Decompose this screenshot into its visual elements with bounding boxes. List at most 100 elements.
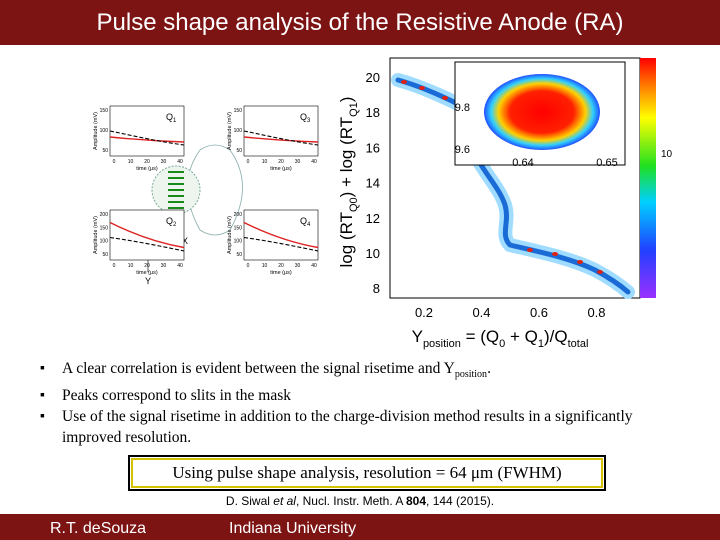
callout: Using pulse shape analysis, resolution =…	[128, 455, 606, 491]
panel-x-tick: 30	[295, 263, 301, 269]
inset-x-tick: 0.65	[596, 157, 617, 169]
bullet: A clear correlation is evident between t…	[40, 358, 680, 385]
slide-title: Pulse shape analysis of the Resistive An…	[97, 9, 624, 36]
panel-label-sub: 4	[307, 222, 311, 228]
panel-x-tick: 20	[144, 263, 150, 269]
panel-x-tick: 10	[262, 263, 268, 269]
risetime-plot	[389, 57, 656, 299]
y-label: Y	[145, 276, 151, 286]
ref-rest: , 144 (2015).	[426, 494, 495, 508]
panel-x-tick: 40	[177, 159, 183, 165]
signal-ref	[243, 130, 319, 146]
panel-x-tick: 0	[113, 263, 116, 269]
signal-fit	[109, 136, 185, 143]
panel-label: Q2	[166, 216, 177, 228]
ref-journal: , Nucl. Instr. Meth. A	[295, 494, 406, 508]
y-tick-label: 8	[373, 281, 380, 296]
panel-y-tick: 100	[100, 239, 109, 245]
x-label-main: + Q	[505, 327, 538, 346]
y-label-sub: Q1	[348, 102, 360, 117]
panel-y-tick: 100	[234, 239, 243, 245]
panel-y-axis: Amplitude (mV)	[227, 216, 233, 254]
panel-label: Q4	[300, 216, 311, 228]
y-label-main: )	[337, 97, 356, 103]
panel-x-axis: time (μs)	[136, 270, 158, 276]
signal-ref	[109, 236, 185, 252]
panel-label: Q3	[300, 112, 311, 124]
panel-x-tick: 10	[128, 159, 134, 165]
panel-y-tick: 50	[102, 148, 108, 154]
y-axis-label: log (RTQ0) + log (RTQ1)	[337, 97, 360, 268]
signal-fit	[109, 221, 185, 249]
panel-x-tick: 0	[113, 159, 116, 165]
panel-y-axis: Amplitude (mV)	[93, 216, 99, 254]
panel-x-tick: 10	[262, 159, 268, 165]
footer-author: R.T. deSouza	[50, 520, 146, 537]
panel-frame	[243, 209, 319, 261]
x-label-sub: position	[423, 338, 461, 350]
signal-panel: Q3 150 100 50 0 10 20 30 40 time (μs) Amplitude (m…	[227, 105, 319, 172]
panel-x-axis: time (μs)	[270, 166, 292, 172]
panel-x-tick: 30	[161, 159, 167, 165]
signal-panel: Q1 150 100 50 0 10 20 30 40 time (μs) Amplitude (m…	[93, 105, 185, 172]
x-label-sub: total	[568, 338, 589, 350]
panel-y-tick: 150	[100, 225, 109, 231]
panel-y-tick: 100	[100, 128, 109, 134]
signal-ref	[109, 130, 185, 146]
ref-authors: D. Siwal	[225, 494, 274, 508]
y-tick-label: 20	[366, 70, 380, 85]
signal-fit	[243, 221, 319, 249]
panel-x-tick: 20	[278, 263, 284, 269]
y-tick-label: 18	[366, 105, 380, 120]
panel-x-tick: 10	[128, 263, 134, 269]
panel-y-tick: 100	[234, 128, 243, 134]
panel-frame	[109, 209, 185, 261]
y-label-sub: Q0	[348, 197, 360, 212]
panel-label-main: Q	[300, 216, 307, 226]
panel-label-sub: 3	[307, 118, 311, 124]
x-label-main: Y	[412, 327, 423, 346]
slits	[168, 171, 184, 209]
panel-x-tick: 30	[295, 159, 301, 165]
panel-label-main: Q	[166, 112, 173, 122]
x-tick-label: 0.6	[530, 305, 548, 320]
panel-x-axis: time (μs)	[136, 166, 158, 172]
panel-label-main: Q	[300, 112, 307, 122]
panel-frame	[109, 105, 185, 157]
signal-fit	[243, 136, 319, 143]
x-label-main: )/Q	[544, 327, 568, 346]
inset-y-tick: 9.8	[455, 102, 470, 114]
panel-x-tick: 40	[177, 263, 183, 269]
x-tick-label: 0.2	[415, 305, 433, 320]
panel-x-tick: 20	[278, 159, 284, 165]
panel-x-tick: 0	[247, 263, 250, 269]
ref-volume: 804	[406, 494, 427, 508]
panel-label-main: Q	[166, 216, 173, 226]
panel-label-sub: 2	[173, 222, 177, 228]
bullet-text: Use of the signal risetime in addition t…	[62, 408, 633, 447]
panel-y-axis: Amplitude (mV)	[93, 112, 99, 150]
panel-label: Q1	[166, 112, 177, 124]
panel-y-tick: 50	[102, 252, 108, 258]
title-bar	[0, 0, 720, 45]
panel-y-tick: 200	[234, 212, 243, 218]
x-label-main: = (Q	[461, 327, 499, 346]
x-tick-label: 0.4	[472, 305, 490, 320]
x-label: X	[182, 236, 188, 246]
panel-y-tick: 50	[236, 252, 242, 258]
footer-institution: Indiana University	[229, 520, 356, 537]
panel-y-tick: 150	[234, 108, 243, 114]
signal-panel: Q4 200 150 100 50 0 10 20 30 40 time (μs) Amplitude…	[227, 209, 319, 276]
y-label-main: ) + log (RT	[337, 117, 356, 197]
panel-frame	[243, 105, 319, 157]
y-tick-label: 10	[366, 246, 380, 261]
bullet: Peaks correspond to slits in the mask	[40, 385, 680, 406]
bullet-text: Peaks correspond to slits in the mask	[62, 387, 292, 405]
y-label-main: log (RT	[337, 212, 356, 267]
panel-x-tick: 30	[161, 263, 167, 269]
inset-x-tick: 0.64	[512, 157, 533, 169]
bullet-list: A clear correlation is evident between t…	[40, 358, 680, 448]
